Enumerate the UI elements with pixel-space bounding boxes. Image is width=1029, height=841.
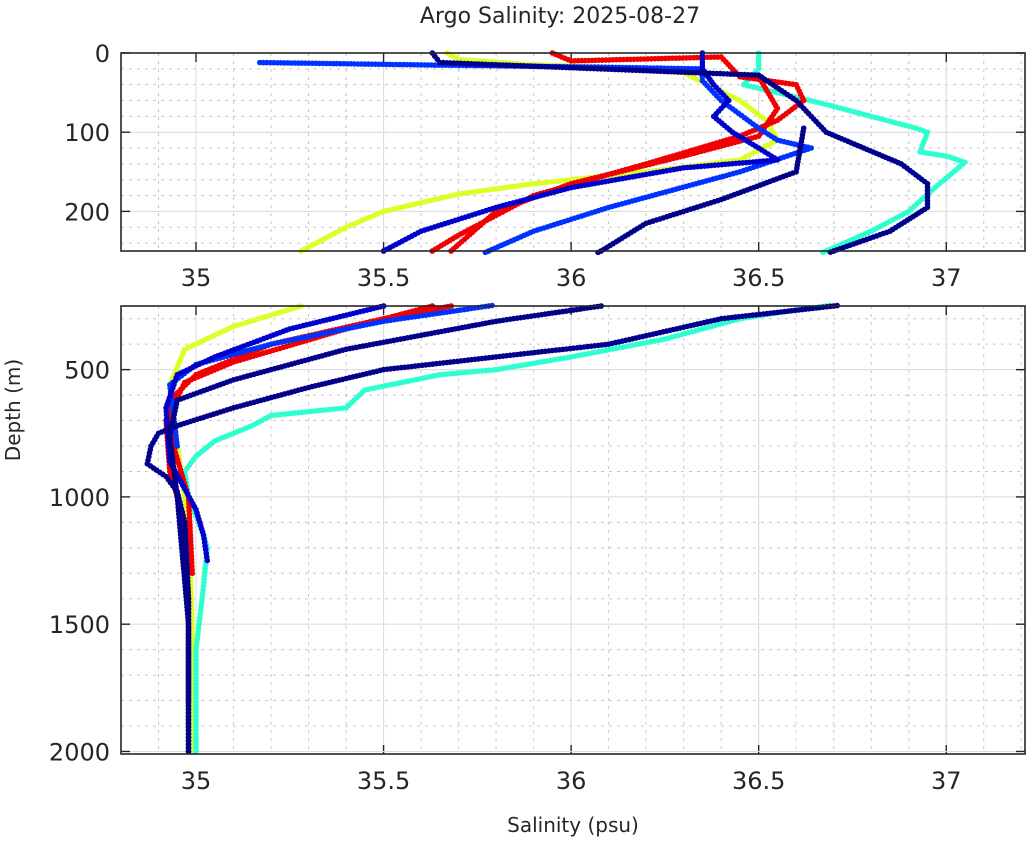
- y-tick-label: 0: [95, 40, 110, 68]
- series-profile-darkblue: [429, 50, 931, 255]
- x-axis-label: Salinity (psu): [507, 813, 639, 837]
- series-profile-navy: [167, 303, 604, 755]
- y-tick-label: 100: [64, 119, 110, 147]
- data-points: [144, 302, 840, 755]
- y-tick-label: 2000: [49, 738, 110, 766]
- x-tick-label: 36.5: [732, 767, 785, 795]
- y-tick-label: 1000: [49, 484, 110, 512]
- x-tick-label: 36.5: [732, 264, 785, 292]
- x-tick-label: 35.5: [357, 264, 410, 292]
- upper-panel: 35 35.5 36 36.5 37 0 100 200: [64, 40, 1026, 292]
- x-tick-label: 37: [931, 767, 962, 795]
- data-points: [257, 50, 968, 255]
- x-tick-label: 37: [931, 264, 962, 292]
- x-tick-label: 35.5: [357, 767, 410, 795]
- y-tick-label: 500: [64, 357, 110, 385]
- y-tick-label: 200: [64, 198, 110, 226]
- axes-frame: [120, 52, 1026, 252]
- x-tick-label: 35: [181, 767, 212, 795]
- data-point: [193, 748, 199, 755]
- data-point: [204, 557, 211, 564]
- series-profile-mediumblue: [380, 50, 781, 254]
- series-profile-navy: [595, 125, 807, 255]
- data-point: [189, 570, 196, 577]
- axes-frame: [120, 305, 1026, 755]
- series-profile-blue: [257, 59, 814, 255]
- y-axis-label: Depth (m): [1, 359, 25, 461]
- x-tick-label: 36: [556, 767, 587, 795]
- data-point: [185, 748, 192, 755]
- series-profile-red-2: [448, 74, 781, 254]
- series-profile-cyan: [182, 302, 833, 755]
- x-tick-label: 36: [556, 264, 587, 292]
- lower-panel: 35 35.5 36 36.5 37 500 1000 1500 2000: [49, 302, 1026, 795]
- chart-title: Argo Salinity: 2025-08-27: [420, 4, 700, 29]
- data-point: [174, 443, 181, 449]
- y-tick-label: 1500: [49, 611, 110, 639]
- x-tick-label: 35: [181, 264, 212, 292]
- series-profile-darkblue: [144, 302, 840, 755]
